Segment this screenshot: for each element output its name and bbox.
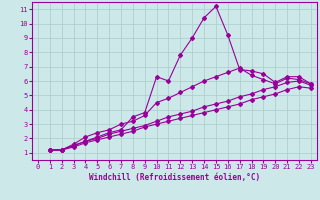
X-axis label: Windchill (Refroidissement éolien,°C): Windchill (Refroidissement éolien,°C) xyxy=(89,173,260,182)
